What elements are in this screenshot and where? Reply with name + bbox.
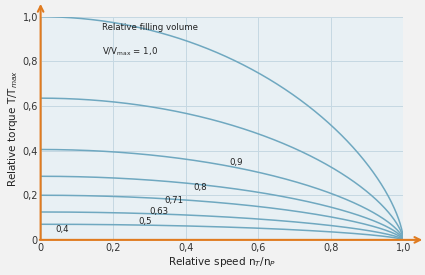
Text: Relative filling volume: Relative filling volume xyxy=(102,23,198,32)
Text: 0,9: 0,9 xyxy=(229,158,243,167)
Text: 0,4: 0,4 xyxy=(55,225,69,234)
Text: 0,71: 0,71 xyxy=(164,196,183,205)
Text: 0,5: 0,5 xyxy=(139,217,152,226)
Text: 0,63: 0,63 xyxy=(150,207,169,216)
Text: 0,8: 0,8 xyxy=(193,183,207,192)
X-axis label: Relative speed n$_T$/n$_P$: Relative speed n$_T$/n$_P$ xyxy=(168,255,276,270)
Text: V/V$_\mathrm{max}$ = 1,0: V/V$_\mathrm{max}$ = 1,0 xyxy=(102,46,159,58)
Y-axis label: Relative torque T/T$_{max}$: Relative torque T/T$_{max}$ xyxy=(6,70,20,187)
